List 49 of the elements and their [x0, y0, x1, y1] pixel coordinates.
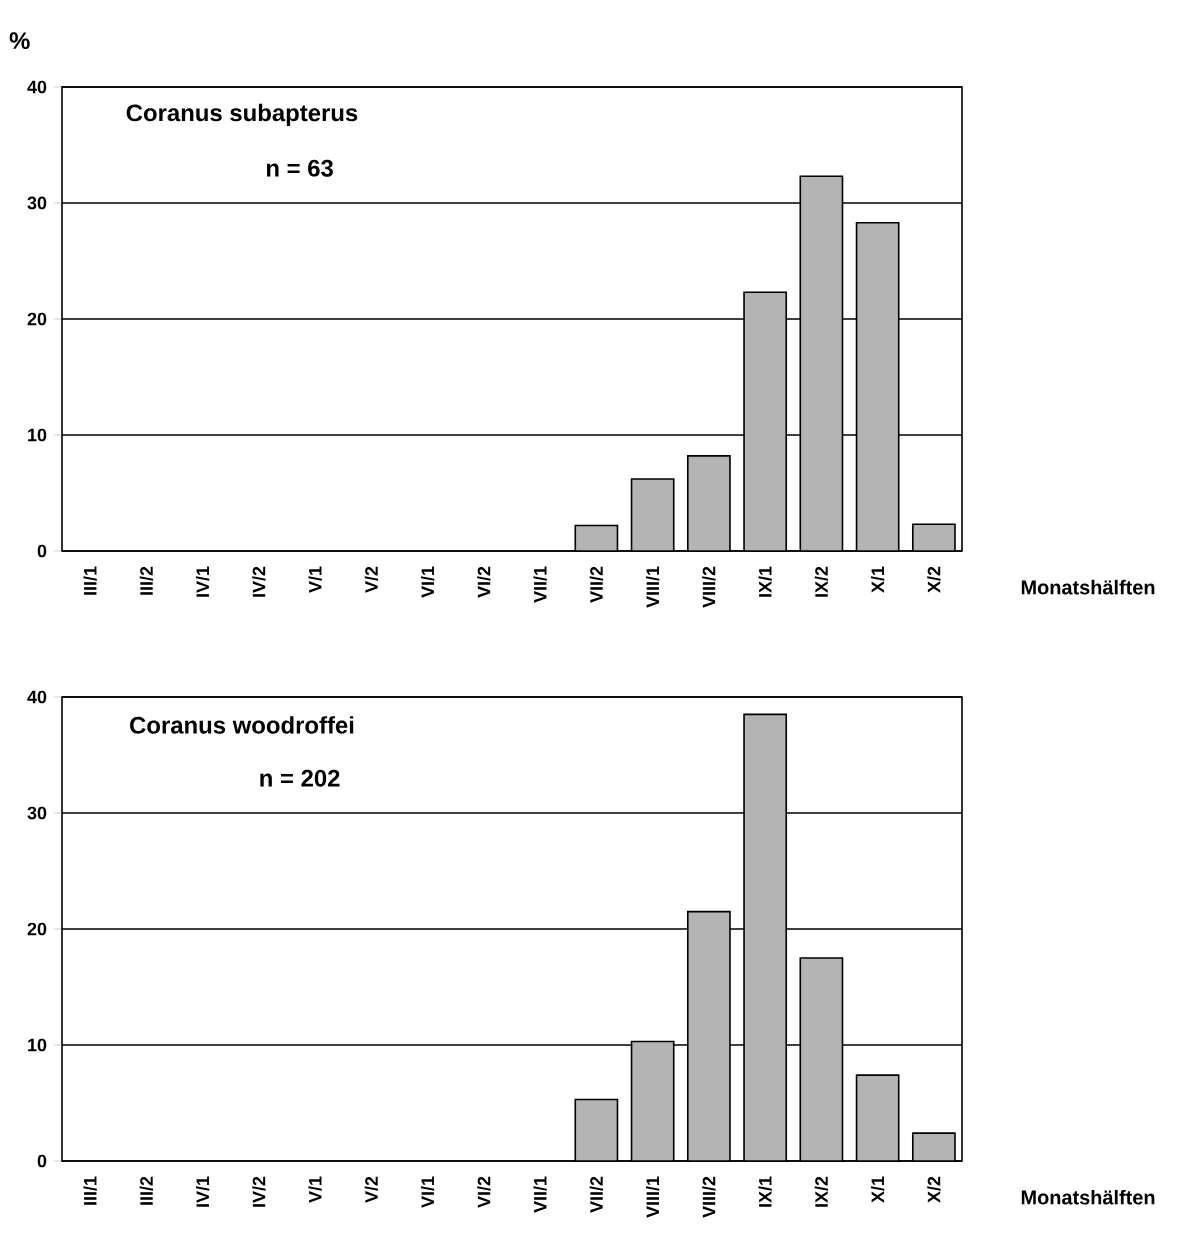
x-tick-label: VI/2: [477, 566, 491, 598]
x-tick-label: VI/1: [420, 566, 435, 598]
x-axis-title: Monatshälften: [1021, 1189, 1155, 1205]
text: n = 63: [266, 159, 333, 177]
x-tick-label: VII/1: [533, 1176, 547, 1213]
y-tick-label: 10: [28, 428, 47, 442]
x-tick-label: III/1: [83, 1176, 97, 1205]
x-tick-label: IX/2: [814, 1176, 829, 1207]
x-tick-label: VII/2: [589, 1176, 604, 1213]
y-tick-label: 40: [27, 690, 47, 704]
y-axis-title: %: [9, 32, 30, 49]
y-tick-label: 20: [27, 922, 47, 936]
x-tick-label: IX/1: [758, 566, 772, 597]
x-tick-label: IV/1: [195, 566, 210, 597]
x-tick-label: VII/1: [533, 566, 547, 603]
text: Coranus subapterus: [126, 103, 358, 127]
x-tick-label: IV/2: [252, 1176, 266, 1207]
x-tick-label: IX/2: [814, 566, 829, 597]
x-tick-label: VII/2: [589, 566, 604, 603]
y-tick-label: 0: [37, 544, 47, 558]
x-tick-label: VIII/2: [702, 566, 716, 608]
y-tick-label: 0: [37, 1154, 47, 1168]
x-tick-label: IV/1: [195, 1176, 210, 1207]
text: n = 202: [260, 769, 340, 787]
x-tick-label: X/1: [870, 1176, 885, 1203]
x-tick-label: III/2: [139, 566, 154, 595]
x-tick-label: III/2: [139, 1176, 154, 1205]
text: Coranus woodroffei: [130, 716, 354, 734]
x-tick-label: X/2: [927, 1176, 941, 1203]
x-tick-label: VIII/2: [702, 1176, 716, 1218]
x-tick-label: X/2: [927, 566, 941, 593]
x-tick-label: VIII/1: [645, 566, 660, 608]
x-tick-label: VI/1: [420, 1176, 435, 1208]
y-tick-label: 30: [27, 196, 47, 210]
x-tick-label: V/2: [364, 566, 379, 593]
x-axis-title: Monatshälften: [1021, 579, 1155, 595]
x-tick-label: III/1: [83, 566, 97, 595]
x-tick-label: V/2: [364, 1176, 379, 1203]
y-tick-label: 40: [27, 80, 47, 94]
x-tick-label: IV/2: [252, 566, 266, 597]
x-tick-label: VI/2: [477, 1176, 491, 1208]
x-tick-label: X/1: [870, 566, 885, 593]
y-tick-label: 10: [28, 1038, 47, 1052]
x-tick-label: V/1: [308, 1176, 322, 1203]
x-tick-label: IX/1: [758, 1176, 772, 1207]
y-tick-label: 30: [27, 806, 47, 820]
y-tick-label: 20: [27, 312, 47, 326]
x-tick-label: V/1: [308, 566, 322, 593]
x-tick-label: VIII/1: [645, 1176, 660, 1218]
